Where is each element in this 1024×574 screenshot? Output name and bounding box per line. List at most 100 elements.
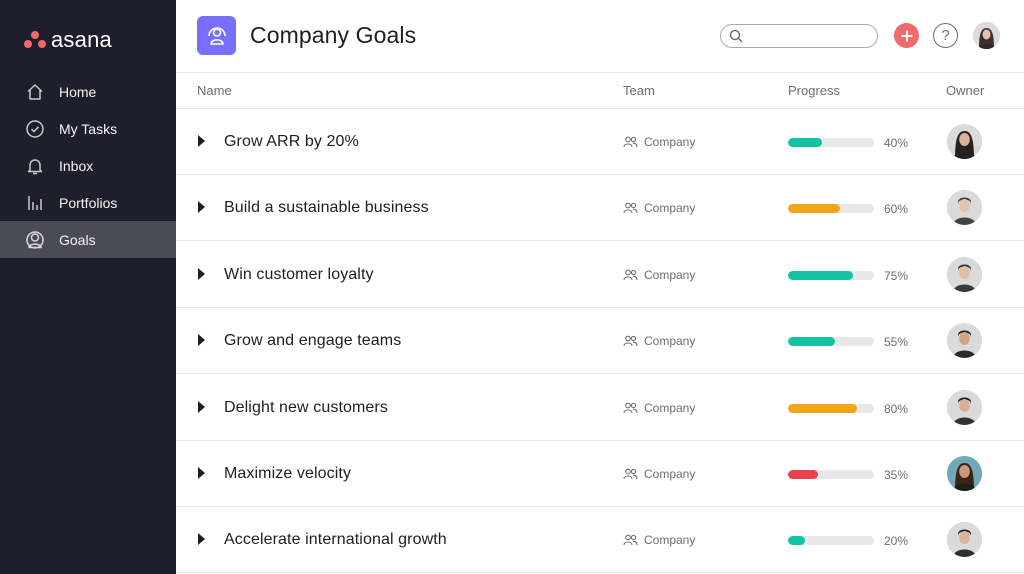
team-cell[interactable]: Company bbox=[623, 334, 695, 348]
expand-toggle-icon[interactable] bbox=[198, 467, 205, 479]
table-row[interactable]: Win customer loyalty Company 75% bbox=[176, 242, 1024, 308]
table-row[interactable]: Maximize velocity Company 35% bbox=[176, 441, 1024, 507]
page-title: Company Goals bbox=[250, 22, 417, 48]
progress-bar-fill bbox=[788, 536, 806, 546]
owner-avatar[interactable] bbox=[947, 456, 982, 491]
check-circle-icon bbox=[25, 119, 45, 139]
page-header: Company Goals ? bbox=[176, 0, 1024, 73]
table-row[interactable]: Accelerate international growth Company … bbox=[176, 507, 1024, 574]
team-icon bbox=[623, 269, 638, 280]
team-cell[interactable]: Company bbox=[623, 268, 695, 282]
person-icon bbox=[25, 230, 45, 250]
expand-toggle-icon[interactable] bbox=[198, 201, 205, 214]
bell-icon bbox=[25, 156, 45, 176]
team-icon bbox=[623, 535, 638, 546]
goal-name[interactable]: Maximize velocity bbox=[224, 465, 352, 482]
sidebar-item-goals[interactable]: Goals bbox=[0, 221, 176, 258]
team-label: Company bbox=[644, 334, 696, 349]
sidebar: asana Home My Tasks Inbox Portfolios Goa… bbox=[0, 0, 176, 574]
progress-bar bbox=[788, 403, 874, 413]
progress-bar bbox=[788, 337, 874, 347]
team-cell[interactable]: Company bbox=[623, 201, 695, 215]
owner-avatar[interactable] bbox=[947, 256, 982, 292]
owner-avatar[interactable] bbox=[947, 124, 982, 159]
table-header: Name Team Progress Owner bbox=[176, 73, 1024, 109]
team-label: Company bbox=[644, 400, 696, 415]
sidebar-item-inbox[interactable]: Inbox bbox=[0, 147, 176, 184]
expand-toggle-icon[interactable] bbox=[198, 267, 205, 280]
progress-bar bbox=[788, 204, 874, 214]
goal-name[interactable]: Delight new customers bbox=[224, 398, 388, 416]
team-cell[interactable]: Company bbox=[623, 401, 695, 415]
progress-bar bbox=[788, 138, 874, 147]
goal-name[interactable]: Build a sustainable business bbox=[224, 199, 429, 217]
sidebar-item-label: Inbox bbox=[59, 157, 94, 174]
sidebar-item-home[interactable]: Home bbox=[0, 73, 176, 110]
sidebar-item-label: My Tasks bbox=[59, 120, 118, 137]
search-icon bbox=[729, 29, 743, 43]
table-row[interactable]: Grow and engage teams Company 55% bbox=[176, 308, 1024, 375]
sidebar-item-portfolios[interactable]: Portfolios bbox=[0, 184, 176, 221]
team-label: Company bbox=[644, 467, 696, 481]
logo-text: asana bbox=[51, 27, 112, 52]
team-icon bbox=[623, 136, 638, 148]
progress-percent: 55% bbox=[884, 335, 909, 350]
team-cell[interactable]: Company bbox=[623, 467, 695, 481]
progress-bar bbox=[788, 470, 874, 479]
progress-percent: 35% bbox=[884, 468, 909, 482]
expand-toggle-icon[interactable] bbox=[198, 334, 205, 347]
goal-person-icon bbox=[207, 26, 226, 45]
progress-percent: 80% bbox=[884, 401, 909, 416]
owner-avatar[interactable] bbox=[947, 389, 982, 425]
plus-icon bbox=[901, 30, 912, 41]
goal-name[interactable]: Accelerate international growth bbox=[224, 531, 447, 549]
goal-name[interactable]: Grow and engage teams bbox=[224, 332, 402, 350]
progress-bar-fill bbox=[788, 403, 857, 413]
sidebar-item-label: Goals bbox=[59, 231, 96, 248]
asana-logo[interactable]: asana bbox=[24, 27, 112, 52]
progress-percent: 75% bbox=[884, 268, 909, 283]
progress-percent: 40% bbox=[884, 136, 909, 150]
progress-bar-fill bbox=[788, 138, 823, 147]
user-avatar[interactable] bbox=[973, 22, 1000, 49]
team-label: Company bbox=[644, 135, 696, 149]
asana-dots-icon bbox=[24, 31, 46, 49]
column-header-progress[interactable]: Progress bbox=[788, 83, 841, 98]
home-icon bbox=[25, 82, 45, 102]
sidebar-item-label: Portfolios bbox=[59, 194, 118, 211]
team-cell[interactable]: Company bbox=[623, 533, 695, 547]
expand-toggle-icon[interactable] bbox=[198, 400, 205, 413]
search-box[interactable] bbox=[720, 24, 878, 48]
sidebar-item-label: Home bbox=[59, 83, 97, 100]
team-icon bbox=[623, 468, 638, 480]
expand-toggle-icon[interactable] bbox=[198, 135, 205, 147]
team-icon bbox=[623, 402, 638, 413]
bar-chart-icon bbox=[25, 193, 45, 213]
owner-avatar[interactable] bbox=[947, 190, 982, 226]
progress-bar-fill bbox=[788, 337, 836, 347]
table-row[interactable]: Grow ARR by 20% Company 40% bbox=[176, 109, 1024, 175]
search-input[interactable] bbox=[749, 29, 869, 43]
owner-avatar[interactable] bbox=[947, 522, 982, 558]
column-header-team[interactable]: Team bbox=[623, 83, 655, 98]
team-label: Company bbox=[644, 201, 696, 216]
sidebar-item-my-tasks[interactable]: My Tasks bbox=[0, 110, 176, 147]
column-header-owner[interactable]: Owner bbox=[946, 83, 985, 98]
progress-bar bbox=[788, 270, 874, 280]
progress-bar-fill bbox=[788, 204, 840, 214]
progress-percent: 60% bbox=[884, 202, 909, 217]
goal-name[interactable]: Grow ARR by 20% bbox=[224, 133, 359, 150]
add-button[interactable] bbox=[894, 23, 919, 48]
table-row[interactable]: Delight new customers Company 80% bbox=[176, 375, 1024, 441]
owner-avatar[interactable] bbox=[947, 323, 982, 359]
progress-percent: 20% bbox=[884, 534, 909, 549]
team-cell[interactable]: Company bbox=[623, 135, 695, 149]
goal-badge bbox=[197, 16, 236, 55]
goal-name[interactable]: Win customer loyalty bbox=[224, 265, 374, 283]
team-icon bbox=[623, 335, 638, 347]
table-row[interactable]: Build a sustainable business Company 60% bbox=[176, 175, 1024, 242]
column-header-name[interactable]: Name bbox=[197, 83, 232, 98]
progress-bar bbox=[788, 536, 874, 546]
help-button[interactable]: ? bbox=[933, 23, 958, 48]
expand-toggle-icon[interactable] bbox=[198, 533, 205, 546]
